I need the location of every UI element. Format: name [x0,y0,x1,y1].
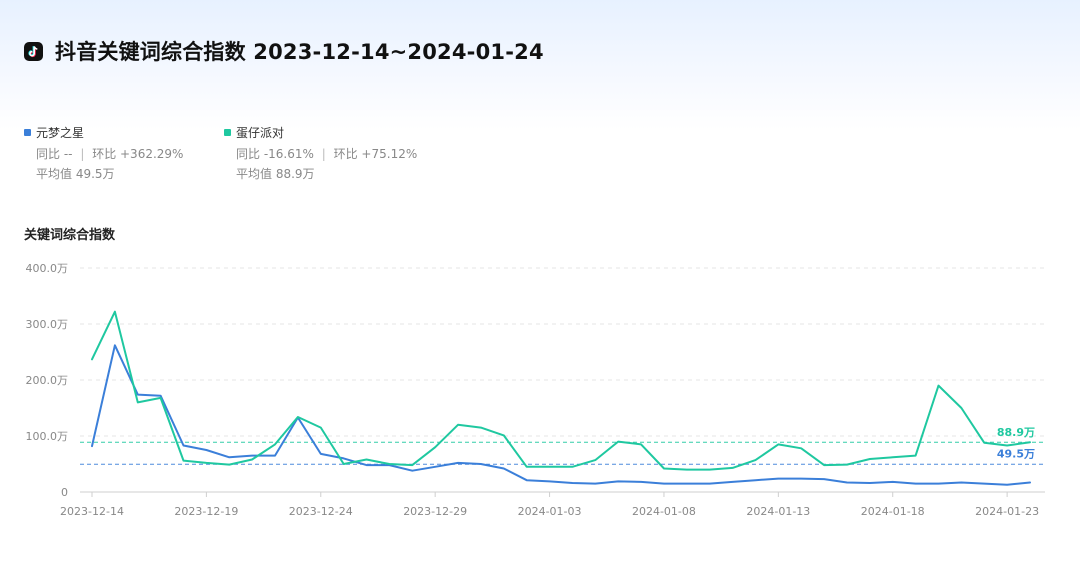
mom-text: 环比 +362.29% [92,147,184,161]
legend-item-yuanmeng[interactable]: 元梦之星 同比 -- | 环比 +362.29% 平均值 49.5万 [24,124,184,181]
average-label: 49.5万 [997,447,1035,460]
separator: | [80,147,85,161]
separator: | [321,147,326,161]
average-text: 平均值 88.9万 [236,167,315,181]
yoy-text: 同比 -- [36,147,73,161]
legend-item-danzai[interactable]: 蛋仔派对 同比 -16.61% | 环比 +75.12% 平均值 88.9万 [224,124,418,181]
series-line-1 [91,310,1031,471]
line-chart[interactable]: 0 100.0万 200.0万 300.0万 400.0万 2023-12-14 2023-… [0,250,1080,530]
page-title: 抖音关键词综合指数 2023-12-14~2024-01-24 [55,40,544,64]
x-tick-label: 2024-01-03 [518,505,582,518]
y-tick-label: 200.0万 [26,374,69,387]
legend-series-name: 蛋仔派对 [236,125,285,140]
x-tick-label: 2024-01-08 [632,505,696,518]
y-tick-label: 100.0万 [26,430,69,443]
y-tick-label: 0 [61,486,68,499]
header: 抖音关键词综合指数 2023-12-14~2024-01-24 [24,36,544,66]
y-tick-label: 300.0万 [26,318,69,331]
yoy-text: 同比 -16.61% [236,147,314,161]
x-tick-label: 2024-01-23 [975,505,1039,518]
series-line-0 [91,344,1031,486]
legend-swatch [24,128,31,136]
legend-series-name: 元梦之星 [36,125,85,140]
x-tick-label: 2023-12-19 [174,505,238,518]
x-tick-label: 2023-12-24 [289,505,353,518]
x-tick-label: 2023-12-29 [403,505,467,518]
y-tick-label: 400.0万 [26,262,69,275]
x-tick-label: 2023-12-14 [60,505,124,518]
chart-title: 关键词综合指数 [24,228,116,243]
mom-text: 环比 +75.12% [333,147,418,161]
average-text: 平均值 49.5万 [36,167,115,181]
x-tick-label: 2024-01-13 [746,505,810,518]
tiktok-logo-icon [24,41,43,61]
average-label: 88.9万 [997,426,1035,439]
x-tick-label: 2024-01-18 [861,505,925,518]
legend-swatch [224,128,231,136]
